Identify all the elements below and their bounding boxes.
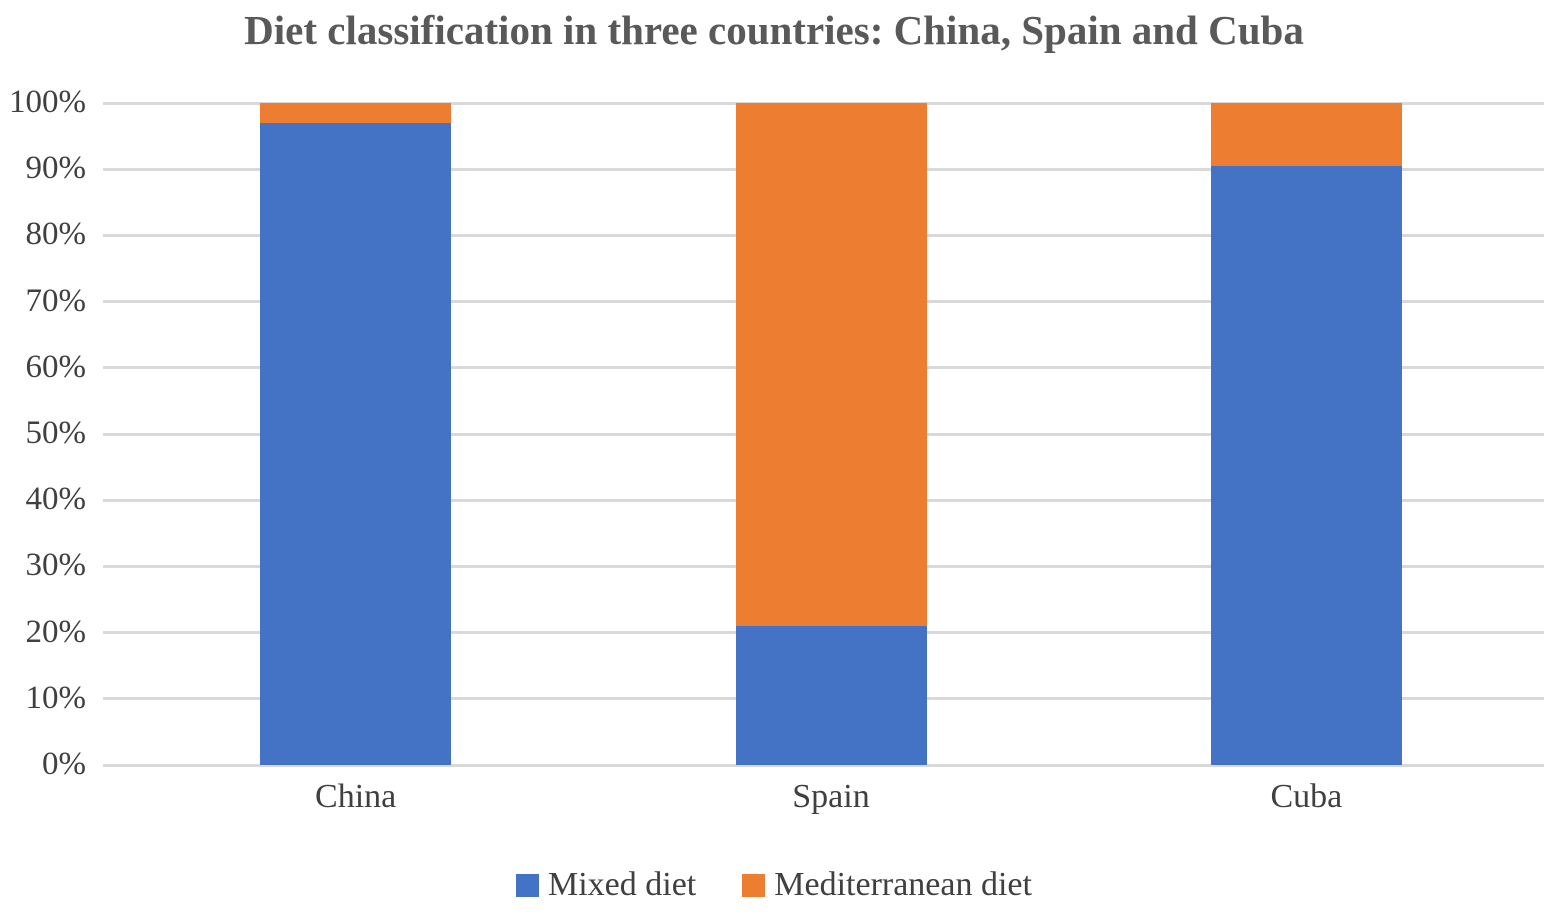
y-axis-tick-mark [103,366,118,370]
x-tick-label-china: China [315,778,397,815]
gridline [118,101,1544,105]
chart-title: Diet classification in three countries: … [244,7,1304,53]
bar-segment-mixed-diet [1210,165,1402,765]
x-tick-label-spain: Spain [792,778,870,815]
y-axis-tick-mark [103,631,118,635]
y-tick-label: 90% [25,150,87,187]
legend-item-mixed-diet: Mixed diet [516,868,696,902]
y-axis-tick-mark [103,697,118,701]
legend-swatch-icon [742,873,766,897]
y-tick-label: 100% [9,84,86,120]
plot-area [103,101,1544,767]
legend-item-mediterranean-diet: Mediterranean diet [742,868,1032,902]
bar-cuba [1210,103,1402,765]
y-axis-tick-mark [103,101,118,105]
y-tick-label: 50% [25,415,87,451]
legend-swatch-icon [516,873,539,897]
y-tick-label: 60% [25,348,87,385]
legend-label: Mixed diet [548,866,697,903]
y-tick-label: 40% [25,481,87,518]
bar-china [260,103,452,765]
y-axis-tick-mark [103,432,118,436]
bar-segment-mixed-diet [260,122,452,765]
bar-segment-mixed-diet [735,625,927,765]
bar-spain [735,103,927,765]
y-tick-label: 30% [25,547,87,584]
y-tick-label: 20% [25,613,87,650]
y-axis-tick-mark [103,763,118,767]
y-axis-tick-mark [103,233,118,237]
legend-label: Mediterranean diet [774,866,1032,903]
bar-segment-mediterranean-diet [1210,103,1402,166]
bar-segment-mediterranean-diet [260,103,452,123]
y-axis-tick-mark [103,564,118,568]
y-axis-tick-mark [103,167,118,171]
x-tick-label-cuba: Cuba [1270,778,1343,815]
x-axis-line [118,763,1544,767]
y-axis-tick-mark [103,300,118,304]
y-tick-label: 0% [42,746,86,782]
y-axis-tick-mark [103,498,118,502]
y-tick-label: 80% [25,216,87,253]
legend: Mixed diet Mediterranean diet [0,868,1548,902]
bar-segment-mediterranean-diet [735,103,927,626]
y-tick-label: 10% [25,679,87,716]
y-tick-label: 70% [25,282,87,319]
